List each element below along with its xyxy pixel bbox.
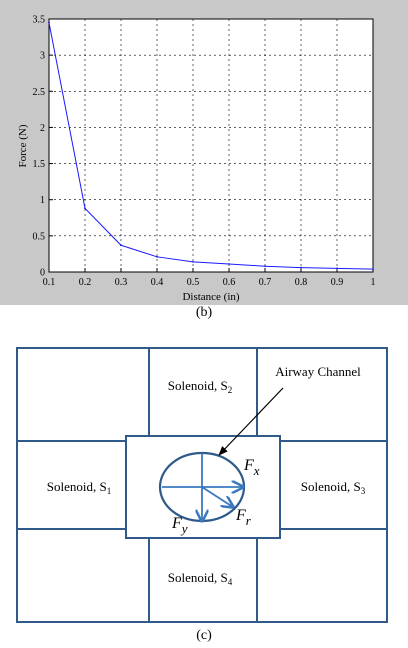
y-axis-label: Force (N): [17, 124, 29, 167]
y-tick-label: 1.5: [33, 159, 46, 170]
fr-arrow: [201, 486, 233, 507]
x-tick-label: 0.2: [79, 277, 92, 288]
y-tick-label: 2.5: [33, 87, 46, 98]
x-tick-label: 0.8: [295, 277, 308, 288]
data-point: [192, 260, 194, 263]
y-tick-label: 0.5: [33, 231, 46, 242]
data-point: [156, 255, 158, 258]
data-point: [336, 267, 338, 270]
force-series-line: [48, 22, 374, 270]
fx-label: Fx: [243, 457, 260, 478]
caption-b: (b): [195, 305, 213, 320]
plot-area: [48, 18, 374, 273]
x-tick-label: 0.1: [43, 277, 56, 288]
x-tick-label: 0.9: [331, 277, 344, 288]
airway-channel-label: Airway Channel: [275, 364, 361, 379]
solenoid-2-label: Solenoid, S2: [168, 378, 232, 395]
solenoid-4-label: Solenoid, S4: [168, 570, 233, 587]
y-tick-label: 0: [40, 268, 45, 279]
axis-ticks: 0.1 0.2 0.3 0.4 0.5 0.6 0.7 0.8 0.9 1 0 0.5 1 1.5 2 2.5…: [33, 15, 376, 289]
data-point: [84, 207, 86, 210]
fr-label: Fr: [235, 507, 252, 528]
caption-c: (c): [196, 628, 212, 643]
x-tick-label: 0.7: [259, 277, 272, 288]
data-point: [48, 21, 50, 24]
x-tick-label: 0.5: [187, 277, 200, 288]
x-tick-label: 0.3: [115, 277, 128, 288]
data-point: [264, 265, 266, 268]
x-tick-label: 0.4: [151, 277, 164, 288]
grid-lines: [49, 19, 373, 272]
data-point: [228, 263, 230, 265]
y-tick-label: 2: [40, 123, 45, 134]
x-tick-label: 1: [371, 277, 376, 288]
solenoid-diagram: Solenoid, S2 Solenoid, S1 Solenoid, S3 S…: [16, 347, 388, 623]
y-tick-label: 1: [40, 195, 45, 206]
x-axis-label: Distance (in): [182, 291, 239, 303]
cell-bottom-right: [256, 528, 388, 623]
cell-bottom-left: [16, 528, 150, 623]
solenoid-3-label: Solenoid, S3: [301, 479, 366, 496]
data-point: [120, 244, 122, 247]
y-tick-label: 3.5: [33, 15, 46, 26]
cell-top-left: [16, 347, 150, 442]
force-distance-chart: 0.1 0.2 0.3 0.4 0.5 0.6 0.7 0.8 0.9 1 0 0.5 1 1.5 2 2.5…: [0, 0, 408, 305]
data-points: [48, 21, 374, 271]
y-tick-label: 3: [40, 51, 45, 62]
data-point: [372, 268, 374, 271]
cell-top-middle: [148, 347, 258, 442]
airway-pointer-arrow: [218, 387, 284, 456]
fy-label: Fy: [171, 515, 188, 536]
x-tick-label: 0.6: [223, 277, 236, 288]
solenoid-1-label: Solenoid, S1: [47, 479, 111, 496]
data-point: [300, 266, 302, 269]
